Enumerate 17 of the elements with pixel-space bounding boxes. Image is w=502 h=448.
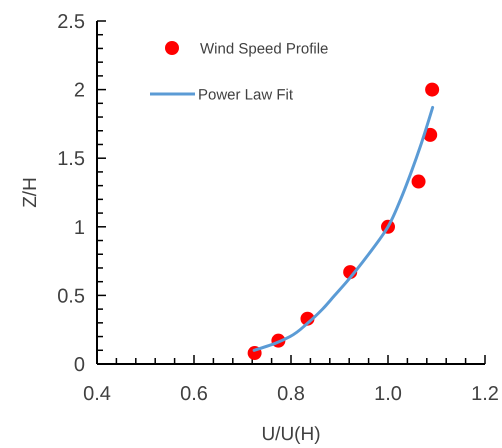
y-tick-label: 0.5 (57, 285, 85, 308)
point (425, 82, 440, 97)
x-tick-label: 0.4 (83, 383, 111, 405)
y-tick-label: 1.5 (57, 148, 85, 170)
legend-label: Wind Speed Profile (200, 40, 328, 58)
y-tick-label: 2 (74, 80, 85, 102)
x-tick-label: 0.8 (277, 383, 305, 405)
x-axis-title: U/U(H) (261, 424, 321, 445)
y-axis-title: Z/H (20, 177, 41, 208)
y-tick-label: 0 (74, 354, 85, 376)
y-tick-label: 1 (74, 216, 85, 239)
point (412, 174, 426, 189)
y-tick-label: 2.5 (57, 11, 85, 33)
x-tick-label: 1.2 (471, 383, 499, 405)
legend-label: Power Law Fit (198, 86, 294, 104)
x-tick-label: 0.6 (180, 383, 208, 405)
x-tick-label: 1.0 (374, 383, 402, 405)
